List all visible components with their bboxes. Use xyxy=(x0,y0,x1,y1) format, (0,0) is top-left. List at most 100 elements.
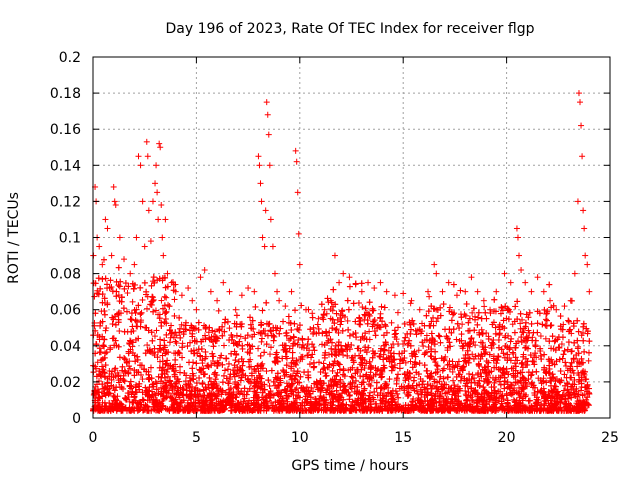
data-point xyxy=(339,307,346,314)
data-point xyxy=(315,315,322,322)
data-point xyxy=(581,225,588,232)
data-point xyxy=(586,288,593,295)
data-point xyxy=(518,266,525,273)
data-point xyxy=(154,189,161,196)
data-point xyxy=(149,293,156,300)
data-point xyxy=(499,307,506,314)
data-point xyxy=(534,274,541,281)
data-point xyxy=(537,333,544,340)
data-point xyxy=(137,311,144,318)
data-point xyxy=(559,355,566,362)
data-point xyxy=(466,315,473,322)
data-point xyxy=(357,317,364,324)
data-point xyxy=(323,372,330,379)
data-point xyxy=(164,270,171,277)
data-point xyxy=(276,297,283,304)
data-point xyxy=(331,252,338,259)
data-point xyxy=(371,285,378,292)
data-point xyxy=(501,270,508,277)
data-point xyxy=(528,288,535,295)
data-point xyxy=(151,333,158,340)
data-point xyxy=(173,380,180,387)
data-point xyxy=(292,147,299,154)
data-point xyxy=(433,270,440,277)
data-point xyxy=(294,189,301,196)
data-point xyxy=(289,349,296,356)
data-point xyxy=(522,279,529,286)
data-point xyxy=(267,216,274,223)
data-point xyxy=(293,158,300,165)
data-point xyxy=(514,234,521,241)
data-point xyxy=(162,216,169,223)
data-point xyxy=(297,373,304,380)
data-point xyxy=(145,207,152,214)
data-point xyxy=(263,368,270,375)
data-point xyxy=(104,285,111,292)
data-point xyxy=(571,270,578,277)
data-point xyxy=(507,279,514,286)
data-point xyxy=(221,319,228,326)
data-point xyxy=(407,300,414,307)
data-point xyxy=(108,252,115,259)
data-point xyxy=(444,374,451,381)
data-point xyxy=(288,288,295,295)
data-marks xyxy=(90,90,593,414)
data-point xyxy=(367,389,374,396)
data-point xyxy=(510,396,517,403)
data-point xyxy=(120,305,127,312)
data-point xyxy=(582,252,589,259)
data-point xyxy=(166,303,173,310)
data-point xyxy=(164,357,171,364)
data-point xyxy=(225,360,232,367)
data-point xyxy=(359,304,366,311)
data-point xyxy=(257,352,264,359)
data-point xyxy=(185,285,192,292)
data-point xyxy=(426,293,433,300)
data-point xyxy=(547,297,554,304)
data-point xyxy=(110,183,117,190)
data-point xyxy=(283,380,290,387)
data-point xyxy=(543,379,550,386)
data-point xyxy=(121,256,128,263)
data-point xyxy=(257,180,264,187)
data-point xyxy=(133,234,140,241)
data-point xyxy=(173,340,180,347)
data-point xyxy=(507,338,514,345)
data-point xyxy=(408,297,415,304)
chart-title: Day 196 of 2023, Rate Of TEC Index for r… xyxy=(166,21,535,37)
data-point xyxy=(553,306,560,313)
data-point xyxy=(346,274,353,281)
data-point xyxy=(178,292,185,299)
data-point xyxy=(285,313,292,320)
data-point xyxy=(519,316,526,323)
data-point xyxy=(549,333,556,340)
data-point xyxy=(159,234,166,241)
data-point xyxy=(516,252,523,259)
data-point xyxy=(199,380,206,387)
data-point xyxy=(565,339,572,346)
data-point xyxy=(158,323,165,330)
data-point xyxy=(517,310,524,317)
data-point xyxy=(469,351,476,358)
data-point xyxy=(139,376,146,383)
data-point xyxy=(102,216,109,223)
data-point xyxy=(517,320,524,327)
data-point xyxy=(425,288,432,295)
data-point xyxy=(256,162,263,169)
data-point xyxy=(420,343,427,350)
data-point xyxy=(265,131,272,138)
data-point xyxy=(586,338,593,345)
data-point xyxy=(314,321,321,328)
data-point xyxy=(189,297,196,304)
data-point xyxy=(436,333,443,340)
data-point xyxy=(450,281,457,288)
data-point xyxy=(383,288,390,295)
data-point xyxy=(574,198,581,205)
data-point xyxy=(394,324,401,331)
data-point xyxy=(149,198,156,205)
data-point xyxy=(152,180,159,187)
data-point xyxy=(201,266,208,273)
data-point xyxy=(143,138,150,145)
data-point xyxy=(251,288,258,295)
data-point xyxy=(366,328,373,335)
